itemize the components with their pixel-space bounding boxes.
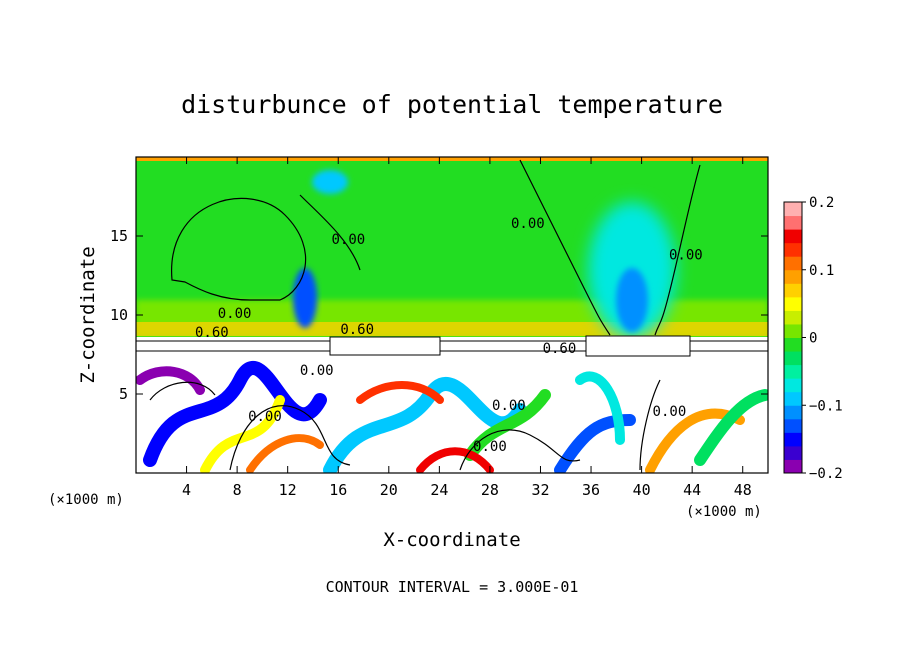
colorbar: −0.2 −0.1 0 0.1 0.2 [783, 195, 843, 482]
contour-label: 0.00 [669, 248, 703, 264]
colorbar-swatch [784, 459, 802, 474]
contour-interval-note: CONTOUR INTERVAL = 3.000E-01 [326, 578, 579, 596]
contour-label: 0.00 [511, 216, 545, 232]
y-axis-title: Z-coordinate [77, 246, 99, 383]
x-tick-label: 48 [734, 481, 752, 499]
lower-field-eddies [136, 361, 768, 473]
contour-line-3 [654, 164, 701, 336]
contour-line-5 [229, 405, 351, 471]
y-tick-label: 5 [119, 385, 128, 403]
y-tick-label: 10 [110, 306, 128, 324]
contour-label: 0.00 [300, 363, 334, 379]
contour-line-7 [639, 379, 661, 471]
x-tick-label: 20 [380, 481, 398, 499]
colorbar-swatch [784, 215, 802, 230]
colorbar-swatch [784, 229, 802, 244]
terrain-block-1 [329, 336, 441, 356]
x-tick-label: 32 [531, 481, 549, 499]
contour-line-8 [149, 381, 216, 401]
colorbar-swatch [784, 391, 802, 406]
x-tick-label: 12 [279, 481, 297, 499]
colorbar-swatch [784, 432, 802, 447]
colorbar-swatch [784, 256, 802, 271]
contour-label: 0.00 [248, 409, 282, 425]
contour-line-2 [519, 159, 611, 336]
x-tick-label: 40 [633, 481, 651, 499]
colorbar-swatch [784, 323, 802, 338]
upper-field-layer-band [136, 322, 768, 336]
colorbar-swatch [784, 337, 802, 352]
colorbar-swatch [784, 283, 802, 298]
terrain-block-2 [585, 335, 691, 357]
contour-label-group: 0.00 0.00 0.00 0.00 0.60 0.60 0.60 0.00 0.00 0.00… [195, 216, 703, 455]
colorbar-swatch [784, 269, 802, 284]
contour-lines [149, 159, 701, 471]
contour-label: 0.00 [331, 232, 365, 248]
colorbar-swatch [784, 445, 802, 460]
y-tick-label: 15 [110, 227, 128, 245]
upper-field-negative-plume [293, 268, 317, 328]
colorbar-swatch [784, 351, 802, 366]
x-tick-label: 8 [233, 481, 242, 499]
y-axis: 5 10 15 [110, 227, 768, 403]
colorbar-tick-label: −0.1 [809, 398, 843, 414]
upper-field-top-anomaly [312, 170, 348, 194]
x-tick-label: 24 [430, 481, 448, 499]
colorbar-swatch [784, 378, 802, 393]
colorbar-tick-label: 0 [809, 331, 817, 347]
x-axis-title: X-coordinate [383, 529, 520, 551]
contour-label: 0.60 [340, 322, 374, 338]
x-tick-label: 28 [481, 481, 499, 499]
colorbar-swatch [784, 364, 802, 379]
colorbar-swatch [784, 405, 802, 420]
contour-label: 0.60 [195, 325, 229, 341]
contour-line-6 [459, 429, 581, 471]
contour-label: 0.00 [218, 306, 252, 322]
colorbar-swatch [784, 202, 802, 217]
y-axis-unit: (×1000 m) [48, 492, 124, 508]
colorbar-swatch [784, 418, 802, 433]
colorbar-tick-label: 0.2 [809, 195, 834, 211]
contour-label: 0.00 [492, 398, 526, 414]
colorbar-swatch [784, 310, 802, 325]
x-tick-label: 4 [182, 481, 191, 499]
colorbar-swatch [784, 242, 802, 257]
chart-title: disturbunce of potential temperature [181, 90, 723, 119]
contour-label: 0.00 [473, 439, 507, 455]
plot-area: 0.00 0.00 0.00 0.00 0.60 0.60 0.60 0.00 0.00 0.00… [136, 157, 768, 473]
contour-line-4 [299, 194, 361, 271]
contour-line-1 [171, 197, 307, 301]
x-axis-unit: (×1000 m) [686, 504, 762, 520]
x-tick-label: 36 [582, 481, 600, 499]
colorbar-swatch [784, 296, 802, 311]
x-tick-label: 16 [329, 481, 347, 499]
upper-field-negative-core [616, 268, 648, 332]
upper-field-top-strip [136, 157, 768, 161]
contour-label: 0.60 [543, 341, 577, 357]
contour-label: 0.00 [653, 404, 687, 420]
x-axis: 4 8 12 16 20 24 28 32 36 40 44 48 [182, 157, 752, 499]
colorbar-tick-label: −0.2 [809, 466, 843, 482]
x-tick-label: 44 [683, 481, 701, 499]
colorbar-tick-label: 0.1 [809, 263, 834, 279]
